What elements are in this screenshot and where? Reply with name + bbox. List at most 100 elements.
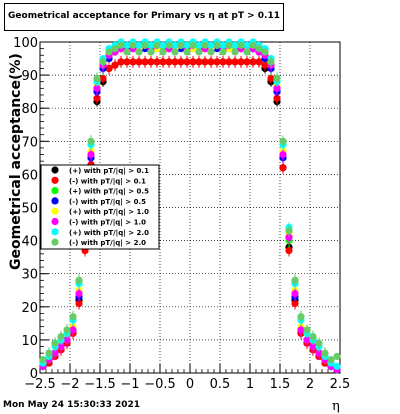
y-tick-labels: 0 10 20 30 40 50 60 70 80 90 100: [13, 36, 38, 382]
data-point: [285, 246, 293, 255]
data-point: [309, 342, 317, 351]
data-point: [87, 137, 95, 145]
data-point: [237, 58, 245, 66]
x-tick-label: 1: [246, 377, 254, 392]
data-point: [279, 137, 287, 145]
data-point: [177, 41, 185, 49]
data-point: [93, 74, 101, 83]
legend-marker: [51, 166, 59, 174]
data-point: [63, 326, 71, 334]
legend-entry: (+) with pT/|q| > 0.1: [69, 167, 149, 176]
data-point: [237, 41, 245, 49]
legend: (+) with pT/|q| > 0.1(-) with pT/|q| > 0…: [40, 164, 160, 250]
data-point: [279, 150, 287, 159]
data-point: [279, 164, 287, 172]
data-point: [249, 41, 257, 49]
data-point: [231, 58, 239, 66]
data-point: [273, 84, 281, 92]
timestamp-label: Mon May 24 15:30:33 2021: [3, 400, 141, 410]
data-point: [165, 41, 173, 49]
data-point: [261, 61, 269, 69]
y-tick-label: 70: [21, 135, 38, 150]
data-point: [291, 276, 299, 284]
y-tick-label: 90: [21, 69, 38, 84]
data-point: [51, 339, 59, 347]
data-point: [201, 41, 209, 49]
data-point: [135, 41, 143, 49]
data-point: [243, 48, 251, 56]
data-point: [165, 58, 173, 66]
legend-marker: [51, 187, 59, 195]
data-point: [69, 313, 77, 321]
legend-marker: [51, 238, 59, 246]
data-point: [123, 58, 131, 66]
data-point: [117, 41, 125, 49]
data-point: [273, 94, 281, 102]
data-point: [99, 74, 107, 83]
data-point: [309, 332, 317, 341]
data-point: [159, 48, 167, 56]
data-point: [333, 352, 341, 361]
data-points: [39, 38, 341, 374]
legend-marker: [51, 228, 59, 236]
data-point: [75, 299, 83, 308]
data-point: [105, 64, 113, 73]
data-point: [183, 58, 191, 66]
data-point: [195, 41, 203, 49]
data-point: [333, 362, 341, 370]
data-point: [63, 336, 71, 344]
y-tick-label: 20: [21, 301, 38, 316]
legend-entry: (+) with pT/|q| > 2.0: [69, 229, 149, 238]
x-tick-label: 1.5: [270, 377, 291, 392]
data-point: [255, 58, 263, 66]
chart-title-box: Geometrical acceptance for Primary vs η …: [4, 3, 284, 31]
data-point: [297, 326, 305, 334]
data-point: [267, 58, 275, 66]
x-tick-labels: −2.5 −2 −1.5 −1 −0.5 0 0.5 1 1.5 2 2.5: [24, 377, 350, 392]
y-axis-label: Geometrical acceptance(%): [8, 53, 24, 270]
data-point: [201, 58, 209, 66]
x-tick-label: 2: [306, 377, 314, 392]
data-point: [171, 48, 179, 56]
y-tick-label: 30: [21, 268, 38, 283]
data-point: [57, 342, 65, 351]
x-tick-label: 0: [186, 377, 194, 392]
data-point: [303, 336, 311, 344]
data-point: [159, 58, 167, 66]
legend-marker: [51, 176, 59, 184]
data-point: [135, 58, 143, 66]
data-point: [207, 48, 215, 56]
data-point: [195, 58, 203, 66]
data-point: [147, 48, 155, 56]
data-point: [315, 349, 323, 357]
data-point: [51, 349, 59, 357]
data-point: [219, 58, 227, 66]
data-point: [123, 41, 131, 49]
legend-entry: (-) with pT/|q| > 2.0: [69, 239, 146, 248]
data-point: [171, 58, 179, 66]
data-point: [285, 233, 293, 241]
data-point: [189, 58, 197, 66]
data-point: [321, 349, 329, 357]
y-tick-label: 50: [21, 202, 38, 217]
data-point: [231, 41, 239, 49]
x-tick-label: −1.5: [84, 377, 116, 392]
data-point: [243, 58, 251, 66]
data-point: [231, 48, 239, 56]
data-point: [183, 48, 191, 56]
legend-entry: (+) with pT/|q| > 1.0: [69, 208, 149, 217]
x-tick-label: −2.5: [24, 377, 56, 392]
data-point: [183, 41, 191, 49]
chart-title: Geometrical acceptance for Primary vs η …: [8, 11, 280, 21]
data-point: [39, 356, 47, 364]
y-tick-label: 40: [21, 235, 38, 250]
data-point: [249, 58, 257, 66]
data-point: [147, 41, 155, 49]
data-point: [159, 41, 167, 49]
data-point: [207, 41, 215, 49]
data-point: [219, 48, 227, 56]
x-tick-label: 0.5: [210, 377, 231, 392]
x-tick-label: 2.5: [330, 377, 351, 392]
y-tick-label: 100: [13, 36, 38, 51]
data-point: [267, 74, 275, 83]
